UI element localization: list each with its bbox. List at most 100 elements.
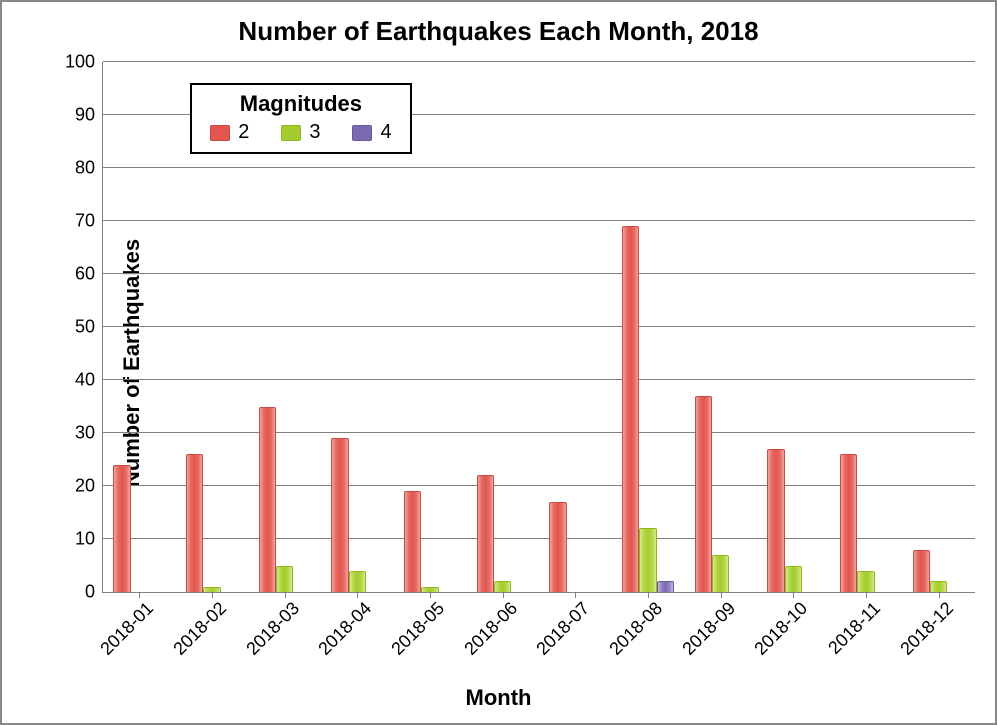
gridline (103, 273, 975, 274)
legend-item-label: 2 (238, 121, 249, 144)
xtick-mark (503, 592, 504, 598)
ytick-label: 10 (75, 529, 103, 550)
bar-fill (913, 550, 930, 592)
bar-2 (767, 449, 784, 592)
xtick-label: 2018-06 (460, 598, 522, 660)
ytick-label: 100 (65, 52, 103, 73)
bar-3 (930, 581, 947, 592)
bar-fill (840, 454, 857, 592)
bar-2 (477, 475, 494, 592)
bar-fill (549, 502, 566, 592)
xtick-label: 2018-09 (678, 598, 740, 660)
xtick-mark (139, 592, 140, 598)
bar-fill (421, 587, 438, 592)
bar-3 (785, 566, 802, 593)
xtick-label: 2018-12 (896, 598, 958, 660)
bar-2 (259, 407, 276, 593)
bar-fill (276, 566, 293, 593)
bar-fill (657, 581, 674, 592)
bar-2 (331, 438, 348, 592)
ytick-label: 40 (75, 370, 103, 391)
xtick-mark (357, 592, 358, 598)
bar-fill (259, 407, 276, 593)
bar-fill (477, 475, 494, 592)
bar-2 (840, 454, 857, 592)
chart-frame: Number of Earthquakes Each Month, 2018 N… (0, 0, 997, 725)
bar-2 (549, 502, 566, 592)
bar-3 (203, 587, 220, 592)
bar-3 (712, 555, 729, 592)
bar-3 (276, 566, 293, 593)
chart-title: Number of Earthquakes Each Month, 2018 (2, 16, 995, 47)
bar-fill (639, 528, 656, 592)
xtick-label: 2018-05 (387, 598, 449, 660)
bar-2 (913, 550, 930, 592)
bar-fill (186, 454, 203, 592)
ytick-label: 80 (75, 158, 103, 179)
xtick-mark (939, 592, 940, 598)
bar-fill (622, 226, 639, 592)
xtick-label: 2018-03 (242, 598, 304, 660)
legend-swatch-icon (352, 125, 372, 141)
bar-fill (113, 465, 130, 592)
bar-fill (785, 566, 802, 593)
xtick-mark (430, 592, 431, 598)
ytick-label: 50 (75, 317, 103, 338)
ytick-label: 20 (75, 476, 103, 497)
xtick-mark (648, 592, 649, 598)
xtick-label: 2018-01 (97, 598, 159, 660)
xtick-mark (793, 592, 794, 598)
legend-swatch-icon (281, 125, 301, 141)
legend-swatch-icon (210, 125, 230, 141)
bar-3 (349, 571, 366, 592)
bar-3 (494, 581, 511, 592)
gridline (103, 432, 975, 433)
bar-3 (857, 571, 874, 592)
xtick-label: 2018-07 (533, 598, 595, 660)
ytick-label: 0 (85, 582, 103, 603)
plot-area: 01020304050607080901002018-012018-022018… (102, 62, 975, 593)
legend-title: Magnitudes (210, 91, 391, 117)
xtick-mark (212, 592, 213, 598)
ytick-label: 30 (75, 423, 103, 444)
xtick-label: 2018-02 (169, 598, 231, 660)
bar-fill (331, 438, 348, 592)
legend: Magnitudes 2 3 4 (190, 83, 411, 154)
legend-item-label: 3 (309, 121, 320, 144)
bar-3 (421, 587, 438, 592)
xtick-mark (575, 592, 576, 598)
xtick-label: 2018-10 (751, 598, 813, 660)
xtick-mark (285, 592, 286, 598)
bar-fill (857, 571, 874, 592)
bar-2 (113, 465, 130, 592)
legend-item-2: 2 (210, 121, 249, 144)
bar-2 (404, 491, 421, 592)
bar-fill (404, 491, 421, 592)
legend-item-3: 3 (281, 121, 320, 144)
bar-2 (695, 396, 712, 592)
bar-fill (349, 571, 366, 592)
bar-3 (639, 528, 656, 592)
gridline (103, 379, 975, 380)
gridline (103, 61, 975, 62)
bar-2 (186, 454, 203, 592)
legend-row: 2 3 4 (210, 121, 391, 144)
gridline (103, 220, 975, 221)
gridline (103, 326, 975, 327)
ytick-label: 90 (75, 105, 103, 126)
legend-item-label: 4 (380, 121, 391, 144)
gridline (103, 167, 975, 168)
x-axis-label: Month (2, 685, 995, 711)
ytick-label: 60 (75, 264, 103, 285)
xtick-label: 2018-11 (824, 598, 885, 659)
bar-fill (203, 587, 220, 592)
bar-2 (622, 226, 639, 592)
bar-fill (695, 396, 712, 592)
bar-fill (930, 581, 947, 592)
bar-fill (767, 449, 784, 592)
xtick-mark (866, 592, 867, 598)
xtick-mark (721, 592, 722, 598)
bar-fill (712, 555, 729, 592)
xtick-label: 2018-08 (605, 598, 667, 660)
ytick-label: 70 (75, 211, 103, 232)
